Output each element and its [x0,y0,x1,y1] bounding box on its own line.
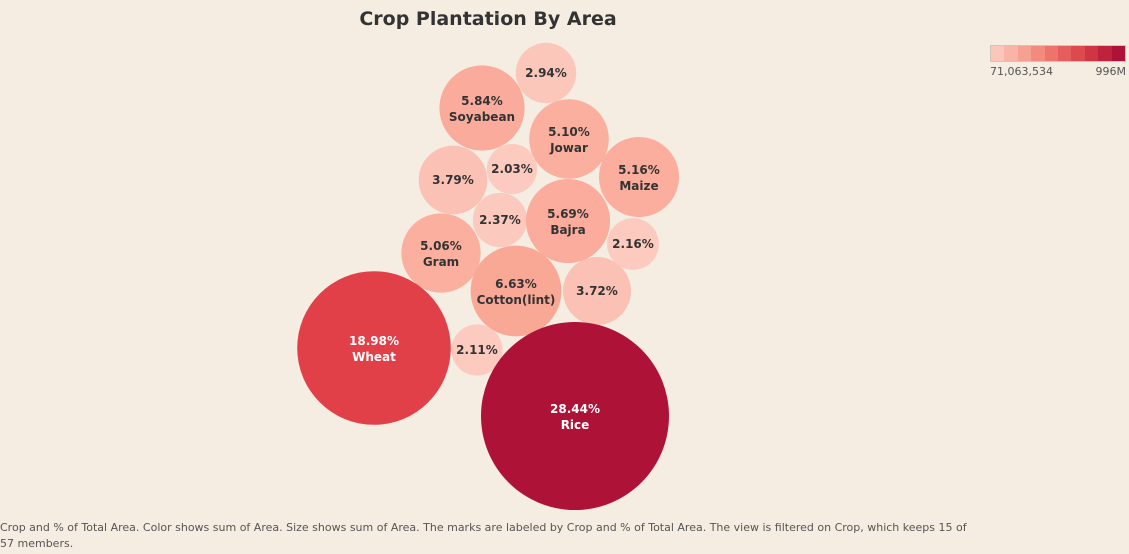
legend-swatch [1004,46,1018,61]
bubble-wheat[interactable]: 18.98% Wheat [297,271,451,425]
legend-swatch [1044,46,1059,61]
bubble-circle[interactable] [525,178,611,264]
bubble-circle[interactable] [470,245,562,337]
bubble-crop-label: Wheat [352,350,396,364]
bubble-pct-label: 18.98% [349,334,399,348]
bubble-pct-label: 2.03% [491,162,533,176]
bubble-circle[interactable] [451,324,503,376]
legend-color-ramp [990,45,1126,62]
bubble-crop-label: Rice [561,418,590,432]
bubble-crop-14[interactable]: 2.11% [451,324,503,376]
bubble-circle[interactable] [297,271,451,425]
bubble-circle[interactable] [418,145,488,215]
bubble-rice[interactable]: 28.44% Rice [481,322,669,510]
bubble-pct-label: 5.06% [420,239,462,253]
chart-caption: Crop and % of Total Area. Color shows su… [0,521,967,550]
bubble-crop-4[interactable]: 3.79% [418,145,488,215]
bubble-circle[interactable] [481,322,669,510]
bubble-crop-label: Soyabean [449,110,515,124]
bubble-circle[interactable] [529,99,609,179]
bubble-maize[interactable]: 5.16% Maize [598,136,680,218]
bubble-crop-7[interactable]: 2.37% [472,192,528,248]
bubble-crop-label: Gram [423,255,459,269]
legend-swatch [1111,46,1126,61]
bubble-jowar[interactable]: 5.10% Jowar [529,99,609,179]
legend-swatch [1084,46,1099,61]
bubble-crop-label: Cotton(lint) [477,293,556,307]
bubble-crop-label: Maize [619,179,658,193]
bubble-pct-label: 28.44% [550,402,600,416]
color-legend: 71,063,534 996M [990,45,1126,78]
bubble-crop-10[interactable]: 2.16% [607,218,659,270]
legend-swatch [1098,46,1112,61]
bubble-crop-1[interactable]: 2.94% [515,42,577,104]
legend-swatch [1017,46,1032,61]
legend-swatch [1071,46,1085,61]
bubble-pct-label: 2.37% [479,213,521,227]
bubble-bajra[interactable]: 5.69% Bajra [525,178,611,264]
bubble-pct-label: 5.10% [548,125,590,139]
bubble-circle[interactable] [598,136,680,218]
bubble-pct-label: 2.11% [456,343,498,357]
bubble-pct-label: 3.79% [432,173,474,187]
bubble-pct-label: 2.94% [525,66,567,80]
bubble-gram[interactable]: 5.06% Gram [401,213,481,293]
legend-swatch [991,46,1005,61]
bubble-pct-label: 3.72% [576,284,618,298]
bubble-pct-label: 6.63% [495,277,537,291]
bubble-pct-label: 5.84% [461,94,503,108]
legend-swatch [1058,46,1072,61]
bubble-circle[interactable] [607,218,659,270]
legend-min-label: 71,063,534 [990,65,1053,78]
bubble-cotton-lint-[interactable]: 6.63% Cotton(lint) [470,245,562,337]
bubble-circle[interactable] [515,42,577,104]
bubble-circle[interactable] [563,257,631,325]
bubble-circle[interactable] [439,65,525,151]
bubble-circle[interactable] [486,143,538,195]
chart-title: Crop Plantation By Area [359,8,617,30]
bubble-crop-5[interactable]: 2.03% [486,143,538,195]
bubble-crop-label: Jowar [549,141,588,155]
bubble-soyabean[interactable]: 5.84% Soyabean [439,65,525,151]
legend-max-label: 996M [1095,65,1127,78]
bubble-circle[interactable] [401,213,481,293]
bubble-pct-label: 5.69% [547,207,589,221]
legend-swatch [1031,46,1045,61]
bubble-pct-label: 5.16% [618,163,660,177]
bubble-crop-label: Bajra [550,223,585,237]
bubble-circle[interactable] [472,192,528,248]
bubble-pct-label: 2.16% [612,237,654,251]
bubble-crop-12[interactable]: 3.72% [563,257,631,325]
